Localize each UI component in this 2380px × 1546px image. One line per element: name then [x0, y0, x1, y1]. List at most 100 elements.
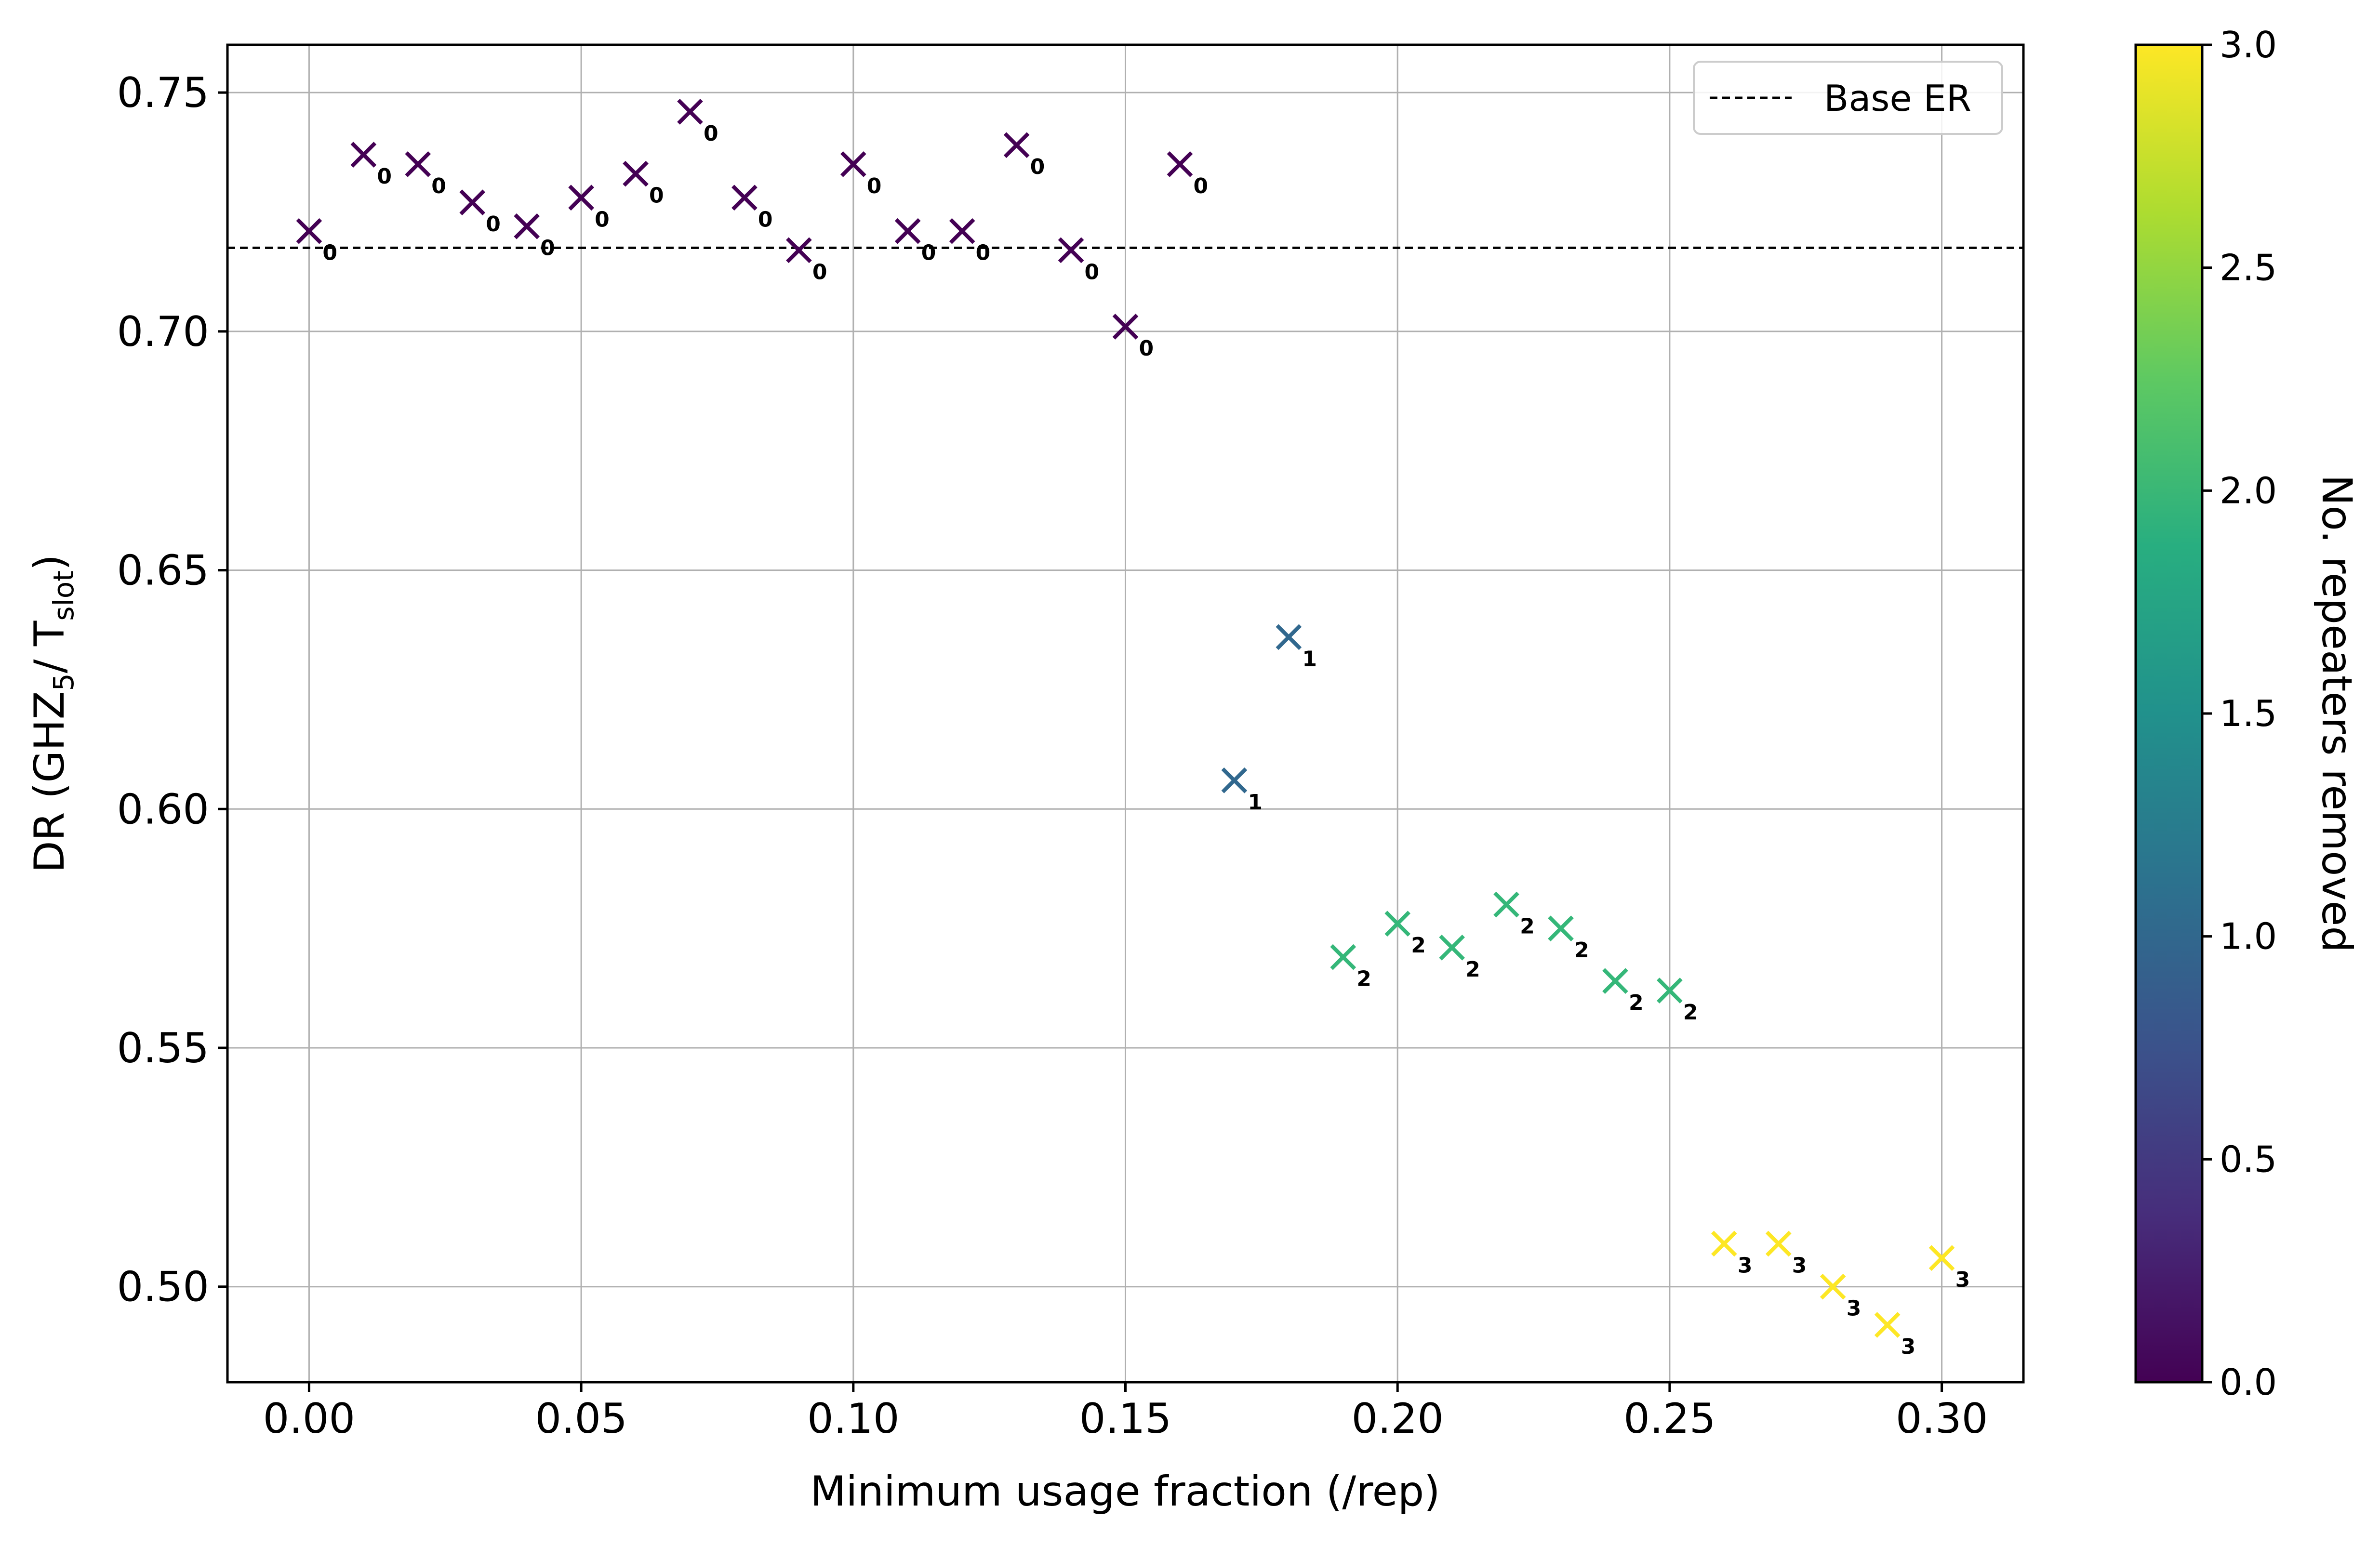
data-point: 0: [786, 237, 827, 284]
point-marker-stroke: [1003, 132, 1030, 159]
data-point: 2: [1384, 911, 1426, 958]
point-marker-stroke: [514, 213, 540, 239]
data-point: 2: [1602, 968, 1644, 1015]
point-marker-stroke: [1439, 934, 1465, 961]
legend: Base ER: [1693, 61, 2003, 135]
x-tick-label: 0.20: [1351, 1395, 1443, 1443]
grid-lines: [227, 45, 2023, 1382]
point-label: 3: [1901, 1335, 1916, 1359]
point-label: 3: [1738, 1253, 1753, 1278]
point-marker-stroke: [1820, 1273, 1846, 1300]
data-point: 0: [840, 151, 881, 198]
data-point: 0: [1058, 237, 1099, 284]
colorbar-tick-label: 1.0: [2220, 915, 2277, 958]
point-marker-stroke: [1874, 1312, 1901, 1338]
point-label: 0: [976, 241, 991, 265]
point-label: 3: [1792, 1253, 1807, 1278]
y-axis-label-part: DR (GHZ: [26, 691, 74, 872]
x-tick-label: 0.10: [807, 1395, 899, 1443]
point-label: 0: [322, 241, 337, 265]
y-axis-label-part: / T: [26, 621, 74, 673]
point-marker-stroke: [1384, 911, 1411, 937]
point-label: 0: [812, 260, 827, 284]
point-marker-stroke: [405, 151, 431, 177]
y-tick-label: 0.75: [117, 69, 209, 117]
data-point: 2: [1439, 934, 1480, 982]
point-label: 2: [1520, 914, 1535, 939]
y-tick-label: 0.55: [117, 1024, 209, 1072]
colorbar-tick-label: 1.5: [2220, 692, 2277, 735]
point-label: 0: [1193, 174, 1208, 198]
point-marker-stroke: [1765, 1230, 1792, 1257]
x-axis-ticks: 0.00 0.05 0.10 0.15 0.20 0.25 0.30: [263, 1382, 1988, 1443]
point-label: 2: [1411, 933, 1426, 958]
point-label: 1: [1302, 647, 1317, 671]
data-point: 2: [1548, 915, 1589, 963]
data-point: 0: [350, 142, 392, 189]
point-marker-stroke: [296, 218, 322, 244]
data-point: 3: [1711, 1230, 1753, 1278]
data-point: 0: [949, 218, 991, 265]
data-points: 0 0 0 0 0 0 0 0 0 0 0 0 0 0 0 0 0 1 1 2 2 2 2 2 2 2 3 3 3 3 3: [296, 98, 1970, 1359]
data-point: 0: [296, 218, 337, 265]
colorbar-tick-label: 0.5: [2220, 1138, 2277, 1180]
x-tick-label: 0.30: [1896, 1395, 1988, 1443]
point-label: 1: [1248, 790, 1263, 815]
colorbar-tick-label: 0.0: [2220, 1361, 2277, 1403]
data-point: 3: [1820, 1273, 1861, 1321]
point-marker-stroke: [1493, 891, 1519, 918]
point-marker-stroke: [623, 160, 649, 187]
point-label: 0: [1030, 155, 1045, 179]
point-label: 0: [1139, 336, 1154, 361]
point-label: 2: [1465, 957, 1480, 982]
y-axis-label: DR (GHZ5/ Tslot): [26, 555, 80, 873]
point-label: 0: [431, 174, 446, 198]
point-marker-stroke: [568, 185, 594, 211]
point-marker-stroke: [786, 237, 812, 264]
point-label: 3: [1847, 1296, 1861, 1321]
legend-box: [1693, 61, 2003, 135]
data-point: 0: [623, 160, 664, 208]
y-tick-label: 0.70: [117, 308, 209, 356]
point-marker-stroke: [1167, 151, 1193, 177]
point-label: 0: [540, 236, 555, 261]
y-tick-label: 0.50: [117, 1263, 209, 1311]
data-point: 3: [1765, 1230, 1807, 1278]
point-marker-stroke: [1548, 915, 1574, 941]
x-tick-label: 0.15: [1079, 1395, 1171, 1443]
y-axis-label-subscript: 5: [47, 673, 80, 691]
data-point: 0: [731, 185, 773, 232]
point-marker-stroke: [1711, 1230, 1737, 1257]
data-point: 0: [1112, 314, 1154, 361]
data-point: 3: [1874, 1312, 1916, 1359]
data-point: 0: [568, 185, 610, 232]
colorbar-tick-label: 2.0: [2220, 469, 2277, 512]
data-point: 0: [514, 213, 555, 261]
point-marker-stroke: [1602, 968, 1628, 994]
point-marker-stroke: [1058, 237, 1084, 264]
point-label: 0: [486, 212, 501, 237]
y-tick-label: 0.60: [117, 785, 209, 833]
point-marker-stroke: [731, 185, 758, 211]
legend-label-base-er: Base ER: [1824, 77, 1971, 119]
data-point: 0: [1003, 132, 1045, 179]
data-point: 2: [1657, 978, 1698, 1025]
point-label: 2: [1356, 967, 1371, 991]
colorbar-label: No. repeaters removed: [2313, 475, 2361, 952]
point-label: 0: [921, 241, 936, 265]
point-label: 0: [704, 121, 718, 146]
y-axis-ticks: 0.50 0.55 0.60 0.65 0.70 0.75: [117, 69, 227, 1311]
point-marker-stroke: [840, 151, 866, 177]
colorbar-ticks: 0.0 0.5 1.0 1.5 2.0 2.5 3.0: [2202, 24, 2277, 1403]
colorbar-tick-label: 3.0: [2220, 24, 2277, 66]
x-tick-label: 0.00: [263, 1395, 355, 1443]
data-point: 2: [1493, 891, 1535, 939]
point-label: 0: [377, 164, 392, 189]
point-marker-stroke: [350, 142, 377, 168]
y-axis-label-subscript: slot: [47, 570, 80, 621]
point-marker-stroke: [1657, 978, 1683, 1004]
data-point: 0: [1167, 151, 1208, 198]
colorbar-gradient: [2134, 43, 2204, 1384]
data-point: 0: [459, 189, 501, 237]
